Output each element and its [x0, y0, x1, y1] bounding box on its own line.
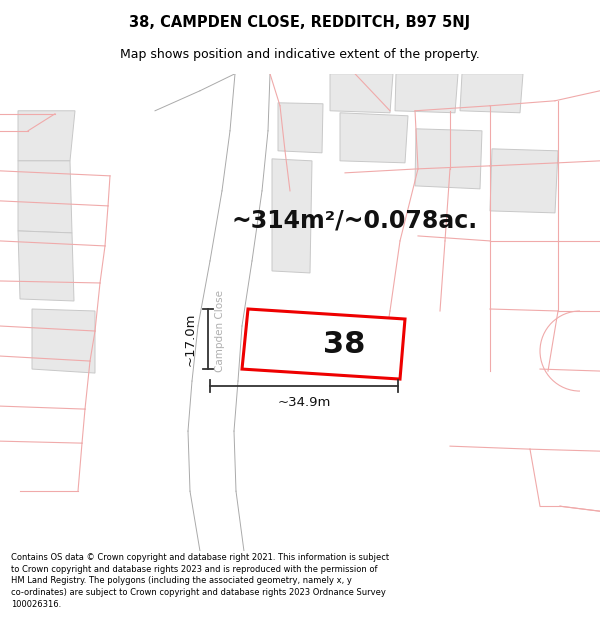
Polygon shape	[242, 309, 405, 379]
Polygon shape	[395, 74, 458, 112]
Polygon shape	[18, 161, 72, 233]
Polygon shape	[18, 111, 75, 161]
Text: 38: 38	[323, 329, 365, 359]
Polygon shape	[490, 149, 558, 213]
Text: ~34.9m: ~34.9m	[277, 396, 331, 409]
Polygon shape	[32, 309, 95, 373]
Text: 38, CAMPDEN CLOSE, REDDITCH, B97 5NJ: 38, CAMPDEN CLOSE, REDDITCH, B97 5NJ	[130, 14, 470, 29]
Text: ~314m²/~0.078ac.: ~314m²/~0.078ac.	[232, 209, 478, 233]
Polygon shape	[415, 129, 482, 189]
Polygon shape	[272, 159, 312, 273]
Text: ~17.0m: ~17.0m	[184, 312, 197, 366]
Polygon shape	[340, 112, 408, 163]
Polygon shape	[460, 74, 523, 112]
Polygon shape	[330, 74, 393, 112]
Text: Campden Close: Campden Close	[215, 290, 225, 372]
Text: Contains OS data © Crown copyright and database right 2021. This information is : Contains OS data © Crown copyright and d…	[11, 552, 389, 609]
Polygon shape	[278, 102, 323, 153]
Text: Map shows position and indicative extent of the property.: Map shows position and indicative extent…	[120, 48, 480, 61]
Polygon shape	[18, 231, 74, 301]
